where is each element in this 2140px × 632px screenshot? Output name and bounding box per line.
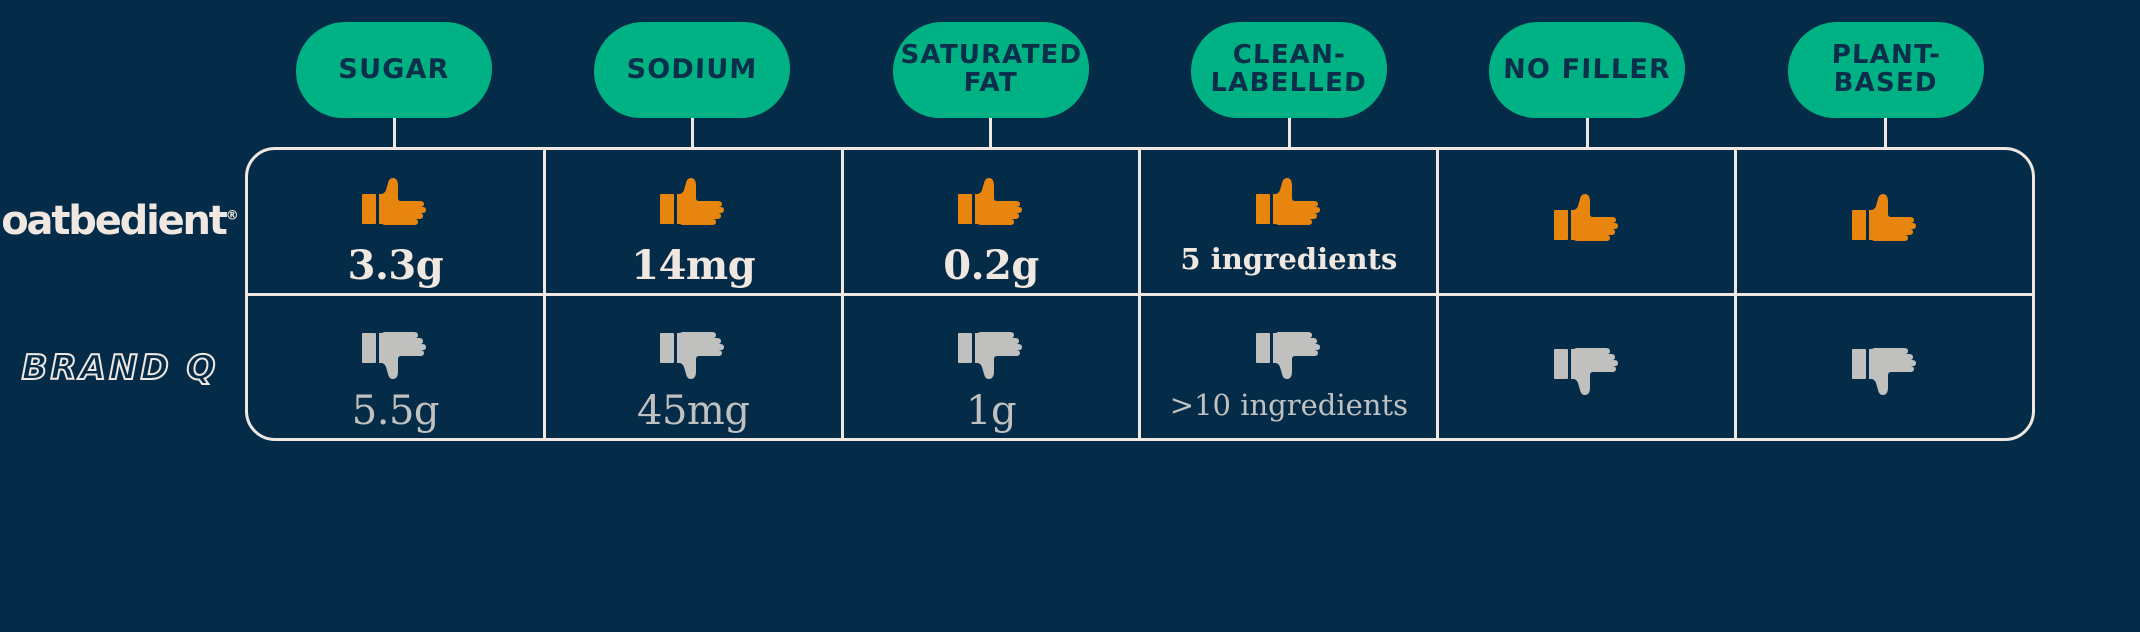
pill-label-line-2: LABELLED (1210, 68, 1368, 98)
pill-connector-lines (245, 118, 2035, 148)
thumbs-up-icon (1253, 174, 1325, 236)
category-pill-clean-labelled[interactable]: CLEAN- LABELLED (1189, 22, 1389, 118)
pill-slot-sugar: SUGAR (245, 22, 543, 118)
cell-oatbedient-no-filler[interactable] (1439, 150, 1738, 293)
cell-value: 45mg (637, 388, 750, 434)
cell-oatbedient-sugar[interactable]: 3.3g (248, 150, 546, 293)
cell-value: 5.5g (351, 388, 440, 434)
pill-label-line-1: CLEAN- (1232, 40, 1347, 71)
cell-value: 0.2g (943, 242, 1039, 289)
cell-brand-q-clean-labelled[interactable]: >10 ingredients (1141, 296, 1440, 438)
pill-label-line-1: PLANT- (1831, 40, 1942, 71)
thumbs-down-icon (1253, 320, 1325, 382)
pill-slot-plant-based: PLANT- BASED (1737, 22, 2035, 118)
pill-label-stack: SATURATED FAT (899, 40, 1083, 98)
cell-oatbedient-plant-based[interactable] (1737, 150, 2032, 293)
cell-oatbedient-saturated-fat[interactable]: 0.2g (844, 150, 1142, 293)
cell-value: 14mg (631, 242, 756, 289)
pill-slot-saturated-fat: SATURATED FAT (842, 22, 1140, 118)
pill-slot-clean-labelled: CLEAN- LABELLED (1140, 22, 1438, 118)
oatbedient-logo: oatbedient® (1, 198, 238, 244)
cell-brand-q-sodium[interactable]: 45mg (546, 296, 844, 438)
category-pill-plant-based[interactable]: PLANT- BASED (1786, 22, 1986, 118)
connector-line (392, 118, 396, 148)
category-pill-row: SUGAR SODIUM SATURATED FAT CLEAN- LABELL… (245, 22, 2035, 118)
connector-line (1585, 118, 1589, 148)
pill-label-line-2: BASED (1833, 68, 1938, 98)
cell-value: 1g (966, 388, 1017, 434)
registered-trademark-icon: ® (225, 208, 239, 224)
connector-line (1287, 118, 1291, 148)
pill-label-stack: CLEAN- LABELLED (1210, 40, 1368, 98)
pill-slot-no-filler: NO FILLER (1438, 22, 1736, 118)
category-pill-no-filler[interactable]: NO FILLER (1488, 22, 1687, 118)
thumbs-up-icon (1551, 191, 1623, 253)
table-row-brand-q: 5.5g 45mg (248, 296, 2032, 438)
category-pill-sugar[interactable]: SUGAR (294, 22, 494, 118)
connector-slot-saturated-fat (842, 118, 1140, 148)
cell-oatbedient-clean-labelled[interactable]: 5 ingredients (1141, 150, 1440, 293)
connector-slot-clean-labelled (1140, 118, 1438, 148)
pill-slot-sodium: SODIUM (543, 22, 841, 118)
pill-label-line-1: SUGAR (338, 53, 451, 85)
connector-slot-sodium (543, 118, 841, 148)
brand-q-wordmark: BRAND Q (21, 347, 219, 389)
oatbedient-wordmark: oatbedient (1, 197, 228, 244)
pill-label-line-1: SATURATED (899, 40, 1083, 71)
category-pill-saturated-fat[interactable]: SATURATED FAT (891, 22, 1091, 118)
connector-line (989, 118, 993, 148)
cell-brand-q-saturated-fat[interactable]: 1g (844, 296, 1142, 438)
cell-brand-q-no-filler[interactable] (1439, 296, 1738, 438)
connector-slot-sugar (245, 118, 543, 148)
thumbs-up-icon (657, 174, 729, 236)
thumbs-up-icon (359, 174, 431, 236)
table-row-oatbedient: 3.3g 14mg (248, 150, 2032, 296)
thumbs-down-icon (955, 320, 1027, 382)
cell-brand-q-plant-based[interactable] (1737, 296, 2032, 438)
row-label-brand-q: BRAND Q (0, 294, 240, 441)
thumbs-down-icon (1551, 336, 1623, 398)
category-pill-sodium[interactable]: SODIUM (593, 22, 792, 118)
connector-slot-no-filler (1438, 118, 1736, 148)
connector-line (1884, 118, 1888, 148)
pill-label-line-1: SODIUM (626, 53, 759, 85)
cell-oatbedient-sodium[interactable]: 14mg (546, 150, 844, 293)
cell-brand-q-sugar[interactable]: 5.5g (248, 296, 546, 438)
comparison-table: 3.3g 14mg (245, 147, 2035, 441)
cell-value: >10 ingredients (1169, 388, 1408, 422)
connector-slot-plant-based (1737, 118, 2035, 148)
pill-label-line-2: FAT (962, 68, 1018, 98)
thumbs-down-icon (359, 320, 431, 382)
thumbs-up-icon (955, 174, 1027, 236)
cell-value: 5 ingredients (1180, 242, 1398, 276)
connector-line (690, 118, 694, 148)
thumbs-down-icon (657, 320, 729, 382)
thumbs-up-icon (1849, 191, 1921, 253)
cell-value: 3.3g (347, 242, 444, 289)
pill-label-line-1: NO FILLER (1503, 53, 1672, 85)
thumbs-down-icon (1849, 336, 1921, 398)
row-label-oatbedient: oatbedient® (0, 147, 240, 294)
pill-label-stack: PLANT- BASED (1830, 40, 1942, 98)
